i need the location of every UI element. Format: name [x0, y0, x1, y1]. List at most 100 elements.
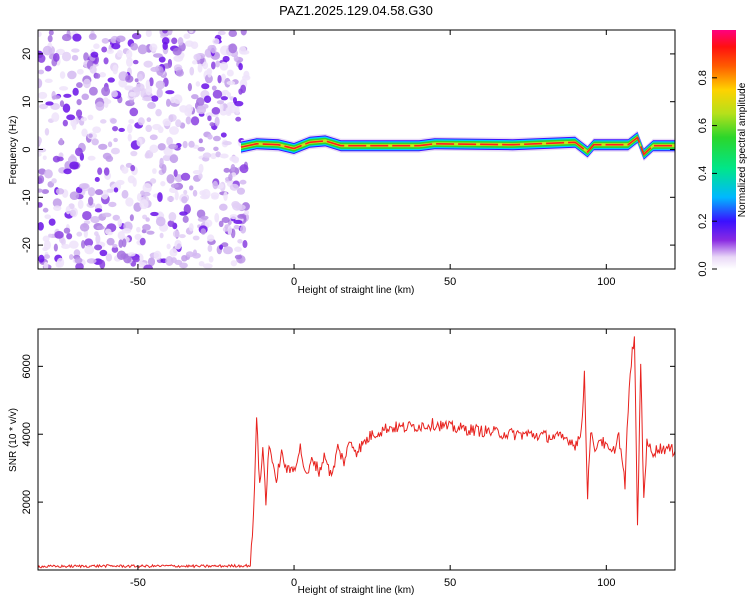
heatmap-cell	[174, 239, 182, 250]
heatmap-cell	[218, 220, 224, 228]
heatmap-cell	[183, 33, 191, 39]
heatmap-cell	[166, 196, 175, 202]
heatmap-cell	[219, 61, 229, 71]
heatmap-cell	[76, 98, 82, 106]
heatmap-cell	[200, 228, 207, 235]
heatmap-cell	[230, 163, 236, 172]
heatmap-cell	[94, 208, 103, 213]
heatmap-cell	[38, 103, 48, 110]
top-y-tick-label: 20	[21, 48, 33, 60]
heatmap-cell	[51, 178, 57, 184]
heatmap-cell	[112, 214, 120, 221]
heatmap-cell	[226, 69, 234, 77]
heatmap-cell	[219, 153, 229, 159]
top-y-tick-label: 10	[21, 96, 33, 108]
heatmap-cell	[228, 173, 233, 181]
heatmap-cell	[203, 95, 212, 103]
heatmap-cell	[227, 225, 233, 236]
heatmap-cell	[223, 246, 233, 255]
heatmap-cell	[81, 93, 90, 101]
heatmap-cell	[212, 38, 220, 45]
heatmap-cell	[145, 124, 153, 133]
colorbar-tick-label: 0.6	[697, 118, 709, 133]
heatmap-cell	[142, 191, 151, 197]
heatmap-cell	[63, 168, 72, 175]
heatmap-cell	[234, 246, 242, 252]
heatmap-cell	[219, 244, 224, 250]
heatmap-cell	[90, 51, 99, 58]
heatmap-cell	[197, 63, 203, 73]
heatmap-cell	[38, 31, 42, 37]
heatmap-cell	[206, 234, 215, 242]
heatmap-cell	[61, 244, 71, 250]
heatmap-cell	[234, 100, 244, 107]
heatmap-cell	[112, 125, 119, 132]
heatmap-cell	[96, 225, 105, 230]
heatmap-cell	[167, 220, 175, 227]
heatmap-cell	[192, 249, 197, 257]
top-x-axis: -50 0 50 100	[130, 30, 615, 288]
heatmap-cell	[235, 204, 246, 211]
heatmap-cell	[97, 167, 103, 175]
heatmap-cell	[153, 250, 162, 261]
heatmap-cell	[145, 217, 150, 222]
heatmap-cell	[177, 37, 184, 46]
heatmap-cell	[38, 152, 42, 157]
heatmap-cell	[190, 41, 199, 50]
heatmap-cell	[66, 233, 73, 240]
heatmap-cell	[142, 224, 151, 231]
heatmap-cell	[43, 261, 49, 269]
heatmap-cell	[168, 143, 179, 150]
heatmap-cell	[38, 78, 43, 89]
heatmap-cell	[202, 61, 209, 70]
snr-panel: -50 0 50 100 2000 4000 6000 Height of straigh…	[8, 328, 676, 596]
heatmap-cell	[63, 93, 72, 98]
heatmap-cell	[83, 78, 91, 89]
heatmap-cell	[130, 164, 136, 172]
heatmap-cell	[155, 80, 165, 90]
heatmap-cell	[41, 189, 50, 194]
heatmap-cell	[77, 68, 84, 75]
heatmap-cell	[61, 51, 72, 62]
heatmap-cell	[146, 117, 152, 123]
heatmap-cell	[187, 82, 192, 92]
heatmap-cell	[199, 190, 207, 196]
heatmap-cell	[216, 100, 225, 105]
heatmap-cell	[238, 88, 243, 95]
spectrogram-panel: -50 0 50 100 -20 -10 0 10 20 Height of straight…	[8, 29, 676, 296]
heatmap-cell	[44, 214, 51, 220]
heatmap-cell	[38, 168, 46, 175]
heatmap-cell	[62, 119, 68, 127]
heatmap-cell	[157, 126, 164, 134]
heatmap-cell	[166, 136, 173, 146]
heatmap-cell	[53, 243, 58, 252]
heatmap-cell	[158, 56, 166, 63]
heatmap-cell	[130, 150, 138, 157]
heatmap-cell	[156, 88, 163, 98]
heatmap-cell	[211, 107, 221, 115]
top-x-tick-label: 50	[444, 276, 456, 288]
bottom-y-tick-label: 2000	[21, 490, 33, 514]
heatmap-cell	[38, 136, 42, 145]
heatmap-cell	[110, 90, 118, 98]
heatmap-cell	[122, 238, 127, 248]
heatmap-cell	[43, 254, 51, 259]
signal-ridge	[240, 130, 675, 162]
heatmap-cell	[142, 96, 153, 102]
heatmap-cell	[190, 116, 200, 126]
snr-series-line	[38, 336, 675, 569]
heatmap-cell	[197, 146, 205, 152]
heatmap-cell	[72, 33, 82, 42]
heatmap-cell	[234, 106, 240, 114]
heatmap-cell	[229, 214, 238, 220]
heatmap-cell	[77, 199, 84, 209]
heatmap-cell	[68, 254, 74, 260]
heatmap-cell	[92, 126, 102, 134]
heatmap-cell	[173, 169, 178, 178]
heatmap-cell	[223, 191, 228, 201]
top-x-tick-label: 100	[597, 276, 615, 288]
heatmap-cell	[93, 43, 100, 50]
colorbar-tick-label: 0.8	[697, 70, 709, 85]
heatmap-cell	[78, 183, 89, 190]
